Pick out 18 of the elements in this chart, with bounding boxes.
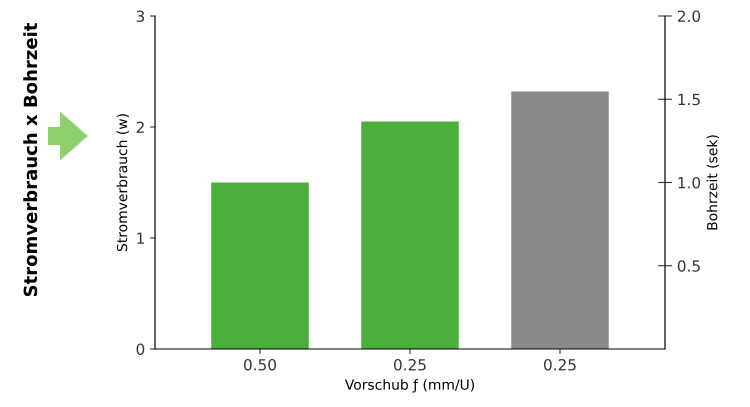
text: Stromverbrauch x Bohrzeit: [23, 23, 38, 296]
x-tick-label: 0.25: [394, 358, 426, 371]
y2-tick-label: 0.5: [678, 260, 700, 272]
bar: [511, 91, 609, 349]
y-tick-label: 2: [136, 121, 144, 133]
y2-axis-title: Bohrzeit (sek): [706, 135, 720, 230]
y2-tick-label: 1.5: [678, 94, 700, 106]
y-axis-title: Stromverbrauch (w): [116, 114, 129, 252]
y2-tick-label: 2.0: [678, 10, 700, 22]
y2-tick-label: 1.0: [678, 176, 700, 189]
y-tick-label: 3: [136, 10, 144, 22]
bar: [361, 121, 459, 349]
y-tick-label: 1: [137, 232, 144, 244]
x-tick-label: 0.50: [244, 358, 276, 371]
x-axis-title: Vorschub ƒ (mm/U): [344, 379, 474, 393]
y-tick-label: 0: [136, 343, 144, 356]
bar: [211, 182, 309, 349]
x-tick-label: 0.25: [544, 358, 576, 371]
